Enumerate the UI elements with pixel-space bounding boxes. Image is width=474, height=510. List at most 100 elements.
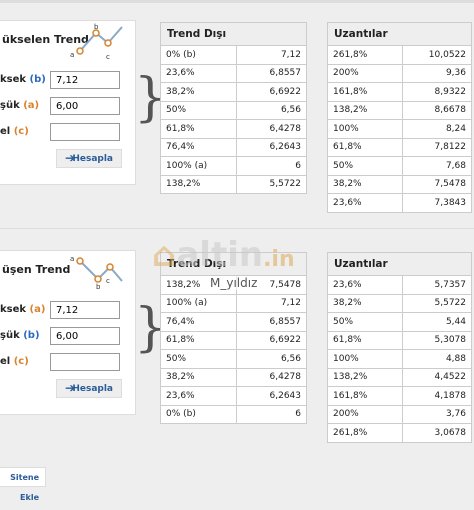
table-row: 261,8% 10,0522 [327, 45, 473, 65]
table-row: 138,2% 8,6678 [327, 100, 473, 120]
table-row: 23,6% 7,3843 [327, 193, 473, 213]
trend-icon [76, 26, 123, 55]
level-value: 6,8557 [235, 63, 308, 83]
level-value: 5,3078 [401, 330, 473, 350]
table-row: 50% 5,44 [327, 312, 473, 332]
level-label: 161,8% [327, 386, 403, 406]
level-value: 8,6678 [401, 100, 473, 120]
table-row: 76,4% 6,2643 [160, 137, 308, 157]
table-row: 261,8% 3,0678 [327, 423, 473, 443]
level-label: 100% [327, 349, 403, 369]
input-label-letter: (a) [23, 100, 40, 111]
level-value: 7,8122 [401, 137, 473, 157]
level-value: 5,7357 [401, 275, 473, 295]
table-row: 23,6% 5,7357 [327, 275, 473, 295]
level-label: 0% (b) [160, 45, 237, 65]
arrow-icon: ➔ [65, 151, 76, 165]
trend-icon [76, 257, 123, 283]
level-value: 9,36 [401, 63, 473, 83]
table-row: 200% 3,76 [327, 404, 473, 424]
level-value: 10,0522 [401, 45, 473, 65]
level-value: 4,88 [401, 349, 473, 369]
level-value: 7,5478 [401, 174, 473, 194]
level-value: 4,1878 [401, 386, 473, 406]
watermark-brand: altin [176, 235, 264, 275]
level-value: 6 [235, 156, 308, 176]
level-value: 6 [235, 404, 308, 424]
input-box[interactable]: 7,12 [50, 71, 120, 89]
calc-card: üşen Trend a b c ksek (a) 7,12 şük (b) 6,00 el (… [0, 250, 136, 415]
table-row: 23,6% 6,8557 [160, 63, 308, 83]
level-value: 6,6922 [235, 82, 308, 102]
footer-button[interactable]: Sitene Ekle [0, 467, 46, 502]
level-label: 23,6% [160, 63, 237, 83]
input-label-letter: (b) [23, 330, 40, 341]
calc-button[interactable]: ➔ Hesapla [56, 379, 122, 398]
table-title: Uzantılar [327, 252, 472, 276]
calc-button[interactable]: ➔ Hesapla [56, 149, 122, 168]
level-value: 5,5722 [235, 174, 308, 194]
table-row: 100% (a) 6 [160, 156, 308, 176]
level-label: 50% [327, 312, 403, 332]
input-label: el (c) [0, 356, 29, 367]
header-row: Uzantılar [327, 252, 472, 276]
level-value: 7,12 [235, 45, 308, 65]
input-box[interactable]: 6,00 [50, 97, 120, 115]
table-title: Trend Dışı [160, 252, 307, 276]
level-label: 138,2% [327, 367, 403, 387]
table-row: 50% 7,68 [327, 156, 473, 176]
table-row: 61,8% 6,4278 [160, 119, 308, 139]
table-row: 138,2% 4,4522 [327, 367, 473, 387]
level-label: 23,6% [327, 193, 403, 213]
level-value: 7,12 [235, 293, 308, 313]
table-row: 61,8% 6,6922 [160, 330, 308, 350]
watermark-tld: .in [263, 247, 295, 272]
level-label: 100% [327, 119, 403, 139]
level-label: 50% [327, 156, 403, 176]
level-value: 6,4278 [235, 119, 308, 139]
level-value: 6,6922 [235, 330, 308, 350]
level-label: 100% (a) [160, 293, 237, 313]
input-box[interactable] [50, 353, 120, 371]
calc-card: ükselen Trend b a c ksek (b) 7,12 şük (a) 6,00 e… [0, 20, 136, 185]
table-title: Trend Dışı [160, 22, 307, 46]
input-label: el (c) [0, 126, 29, 137]
input-box[interactable]: 6,00 [50, 327, 120, 345]
input-label-text: el [0, 356, 11, 367]
level-value: 6,2643 [235, 386, 308, 406]
table-row: 100% (a) 7,12 [160, 293, 308, 313]
input-label-text: ksek [0, 304, 27, 315]
input-box[interactable] [50, 123, 120, 141]
table-row: 38,2% 7,5478 [327, 174, 473, 194]
result-table: Uzantılar 261,8% 10,0522 200% 9,36 161,8% 8,93… [327, 22, 473, 213]
level-label: 76,4% [160, 137, 237, 157]
level-value: 8,24 [401, 119, 473, 139]
level-value: 6,4278 [235, 367, 308, 387]
result-table: Uzantılar 23,6% 5,7357 38,2% 5,5722 50% 5,44 61… [327, 252, 473, 443]
table-row: 38,2% 6,4278 [160, 367, 308, 387]
icon-letter: a [70, 51, 75, 59]
level-label: 261,8% [327, 45, 403, 65]
level-label: 100% (a) [160, 156, 237, 176]
table-row: 161,8% 4,1878 [327, 386, 473, 406]
table-row: 76,4% 6,8557 [160, 312, 308, 332]
table-row: 0% (b) 7,12 [160, 45, 308, 65]
level-value: 3,0678 [401, 423, 473, 443]
table-row: 100% 4,88 [327, 349, 473, 369]
input-label-letter: (b) [29, 74, 46, 85]
level-label: 38,2% [160, 82, 237, 102]
level-label: 61,8% [160, 119, 237, 139]
level-label: 161,8% [327, 82, 403, 102]
table-row: 0% (b) 6 [160, 404, 308, 424]
level-value: 5,44 [401, 312, 473, 332]
table-row: 138,2% 5,5722 [160, 174, 308, 194]
level-label: 61,8% [327, 137, 403, 157]
table-row: 100% 8,24 [327, 119, 473, 139]
input-box[interactable]: 7,12 [50, 301, 120, 319]
table-row: 161,8% 8,9322 [327, 82, 473, 102]
level-label: 38,2% [327, 174, 403, 194]
icon-letter: c [106, 277, 110, 285]
arrow-icon: ➔ [65, 381, 76, 395]
input-label: şük (a) [0, 100, 39, 111]
level-label: 38,2% [327, 293, 403, 313]
